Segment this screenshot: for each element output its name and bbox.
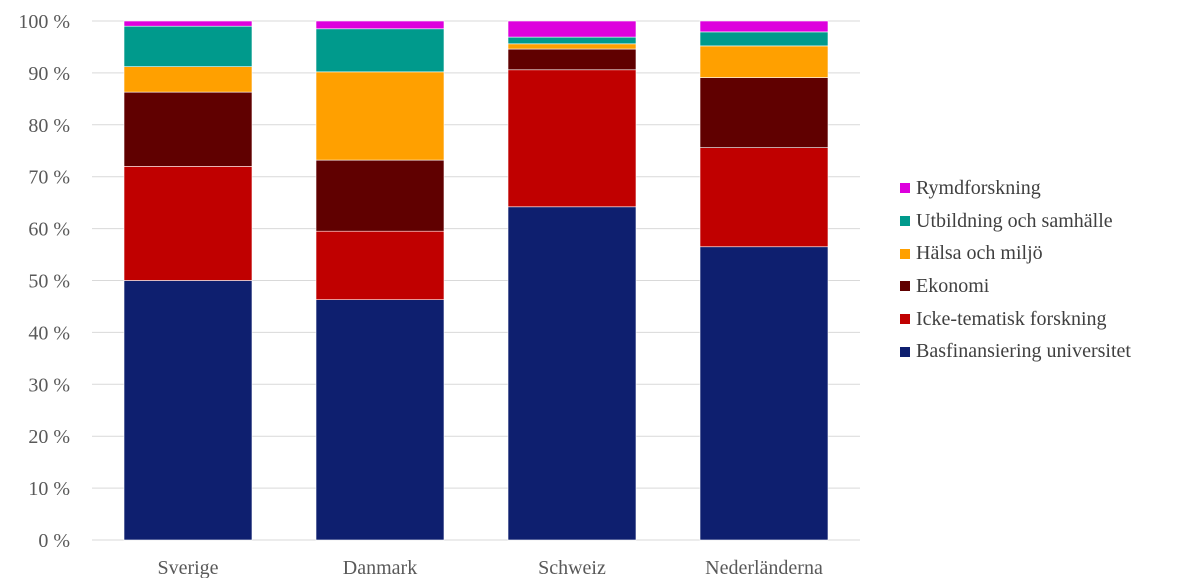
- legend-item: Rymdforskning: [900, 172, 1175, 205]
- x-tick-label: Schweiz: [538, 557, 606, 578]
- bar-segment: [699, 31, 829, 47]
- x-axis-tick-labels: Sverige Danmark Schweiz Nederländerna: [157, 557, 823, 578]
- bar-segment: [699, 77, 829, 148]
- bar-segment: [315, 159, 445, 232]
- bar-segment: [507, 36, 637, 45]
- y-tick-label: 90 %: [28, 63, 70, 85]
- y-tick-label: 60 %: [28, 219, 70, 241]
- legend-label: Rymdforskning: [916, 176, 1041, 199]
- legend-swatch: [900, 216, 910, 227]
- y-tick-label: 40 %: [28, 322, 70, 344]
- bar-segment: [699, 20, 829, 33]
- y-tick-label: 30 %: [28, 374, 70, 396]
- bar-segment: [699, 147, 829, 248]
- bar-segment: [315, 230, 445, 301]
- x-tick-label: Nederländerna: [705, 557, 823, 578]
- legend-item: Ekonomi: [900, 270, 1175, 303]
- y-axis-tick-labels: 0 % 10 % 20 % 30 % 40 % 50 % 60 % 70 % 80 % 90 % 1…: [18, 11, 70, 552]
- x-tick-label: Danmark: [343, 557, 417, 578]
- y-tick-label: 70 %: [28, 167, 70, 189]
- bar-segment: [315, 299, 445, 541]
- legend-item: Icke-tematisk forskning: [900, 303, 1175, 336]
- y-tick-label: 80 %: [28, 115, 70, 137]
- legend-label: Ekonomi: [916, 274, 990, 297]
- bar-segment: [123, 66, 253, 93]
- y-tick-label: 20 %: [28, 426, 70, 448]
- bar-segment: [123, 20, 253, 27]
- bar-segment: [315, 20, 445, 30]
- legend-label: Icke-tematisk forskning: [916, 307, 1107, 330]
- legend-label: Hälsa och miljö: [916, 242, 1043, 265]
- bar-segment: [699, 246, 829, 541]
- legend-swatch: [900, 314, 910, 325]
- legend-swatch: [900, 281, 910, 292]
- bar-segment: [315, 71, 445, 161]
- y-tick-label: 100 %: [18, 11, 70, 33]
- legend-label: Utbildning och samhälle: [916, 209, 1113, 232]
- legend-swatch: [900, 183, 910, 194]
- legend-swatch: [900, 346, 910, 357]
- bar-segment: [507, 69, 637, 208]
- bar-segment: [507, 43, 637, 50]
- legend-item: Hälsa och miljö: [900, 237, 1175, 270]
- bar-segment: [123, 91, 253, 167]
- bar-segment: [123, 25, 253, 67]
- legend-swatch: [900, 248, 910, 259]
- x-tick-label: Sverige: [157, 557, 218, 578]
- bar-segment: [123, 166, 253, 281]
- bars: [123, 20, 829, 541]
- bar-segment: [123, 280, 253, 541]
- legend-item: Basfinansiering universitet: [900, 335, 1175, 368]
- y-tick-label: 50 %: [28, 271, 70, 293]
- y-tick-label: 10 %: [28, 478, 70, 500]
- bar-segment: [507, 20, 637, 38]
- y-tick-label: 0 %: [38, 530, 70, 552]
- bar-segment: [507, 206, 637, 541]
- legend: Rymdforskning Utbildning och samhälle Häls…: [900, 172, 1175, 368]
- legend-label: Basfinansiering universitet: [916, 340, 1131, 363]
- legend-item: Utbildning och samhälle: [900, 205, 1175, 238]
- bar-segment: [699, 45, 829, 78]
- bar-segment: [315, 28, 445, 73]
- bar-segment: [507, 48, 637, 71]
